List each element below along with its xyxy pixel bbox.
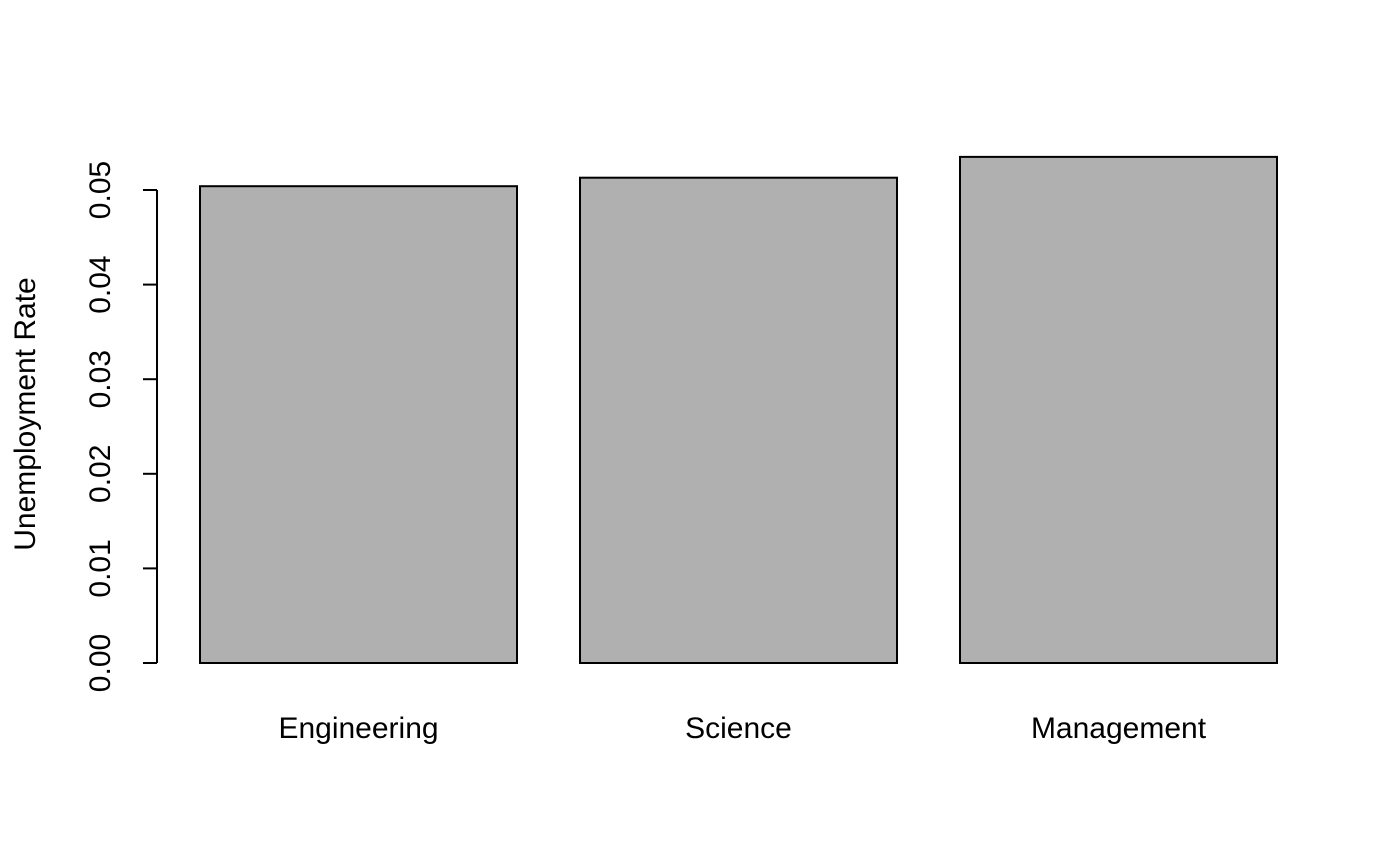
x-tick-label-management: Management xyxy=(1031,712,1207,745)
y-tick-label: 0.05 xyxy=(84,161,117,219)
y-tick-label: 0.03 xyxy=(84,350,117,408)
bars-group xyxy=(199,155,1278,664)
x-axis-labels: Engineering Science Management xyxy=(278,712,1206,745)
y-tick-label: 0.00 xyxy=(84,634,117,692)
y-axis-title: Unemployment Rate xyxy=(9,277,42,550)
y-axis: 0.00 0.01 0.02 0.03 0.04 0.05 xyxy=(84,161,158,692)
y-tick-label: 0.01 xyxy=(84,539,117,597)
bar-engineering xyxy=(199,185,518,664)
y-tick-label: 0.02 xyxy=(84,445,117,503)
bar-management xyxy=(959,155,1278,664)
bar-science xyxy=(579,176,898,664)
x-tick-label-engineering: Engineering xyxy=(278,712,438,745)
y-tick-label: 0.04 xyxy=(84,255,117,313)
x-tick-label-science: Science xyxy=(685,712,792,745)
